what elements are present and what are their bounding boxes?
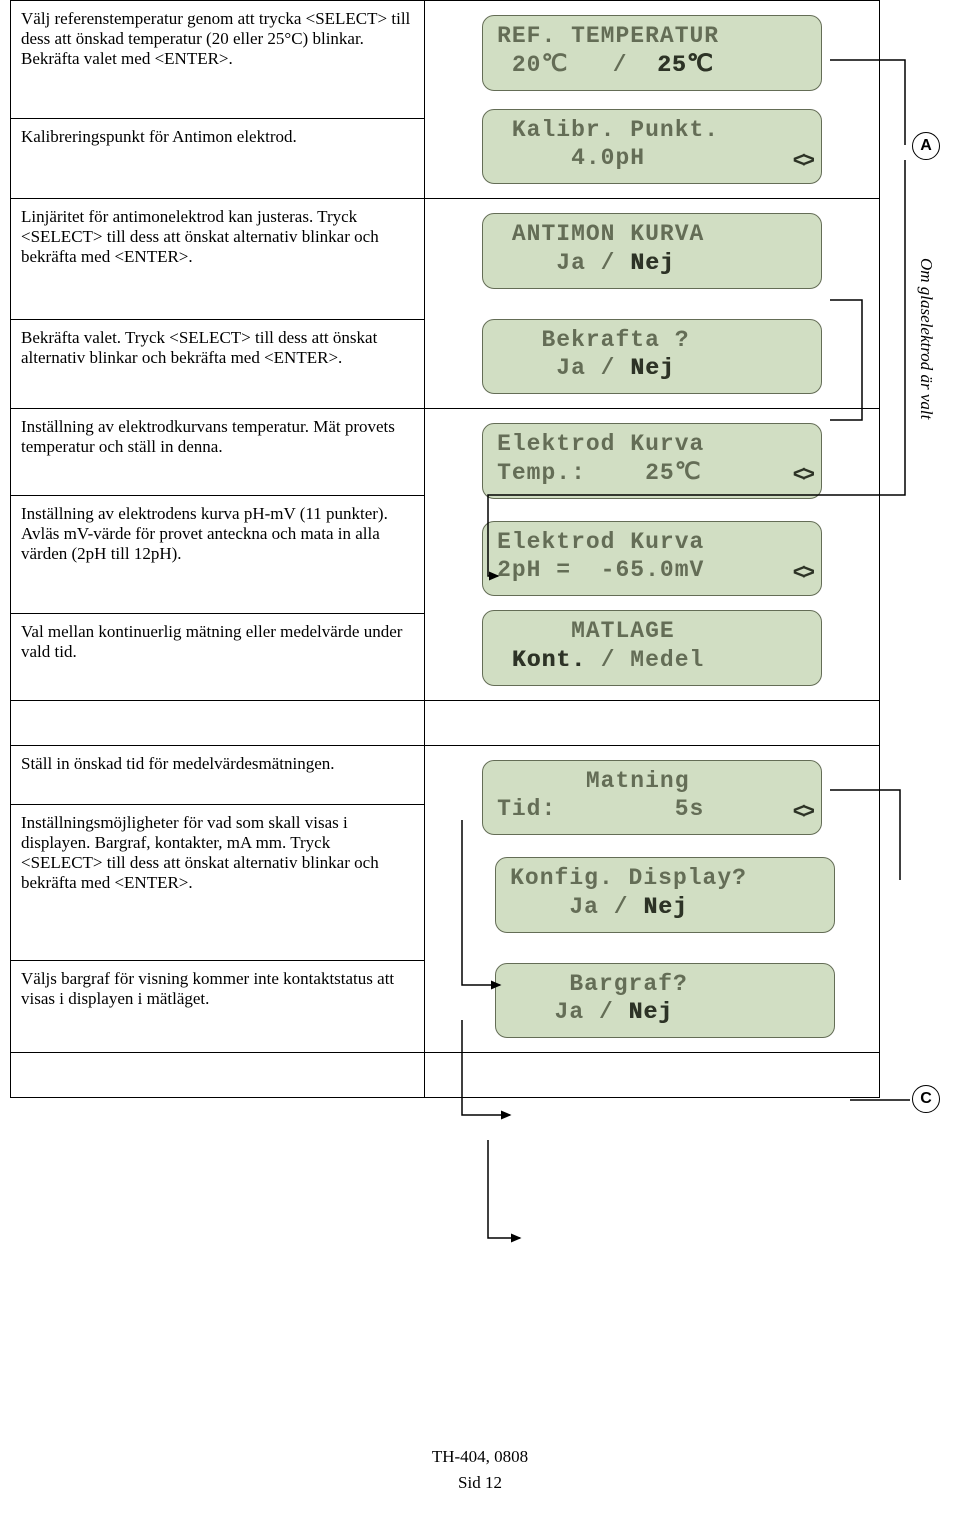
desc-row-10: Väljs bargraf för visning kommer inte ko…: [11, 961, 425, 1053]
lcd-elektrod-ph: Elektrod Kurva 2pH = -65.0mV <>: [482, 521, 822, 597]
nav-arrows-icon: <>: [793, 799, 811, 827]
lcd-ref-temp: REF. TEMPERATUR 20℃ / 25℃: [482, 15, 822, 91]
lcd-elektrod-temp: Elektrod Kurva Temp.: 25℃ <>: [482, 423, 822, 499]
lcd-matlage: MATLAGE Kont. / Medel: [482, 610, 822, 686]
lcd-antimon-kurva: ANTIMON KURVA Ja / Nej: [482, 213, 822, 289]
desc-row-3: Linjäritet för antimonelektrod kan juste…: [11, 199, 425, 320]
desc-row-4: Bekräfta valet. Tryck <SELECT> till dess…: [11, 319, 425, 408]
lcd-matning-tid: Matning Tid: 5s <>: [482, 760, 822, 836]
lcd-bekrafta: Bekrafta ? Ja / Nej: [482, 319, 822, 395]
nav-arrows-icon: <>: [793, 148, 811, 176]
page-footer: TH-404, 0808 Sid 12: [0, 1444, 960, 1495]
desc-row-9: Inställningsmöjligheter för vad som skal…: [11, 805, 425, 961]
badge-a: A: [912, 132, 940, 160]
badge-c: C: [912, 1085, 940, 1113]
lcd-konfig-display: Konfig. Display? Ja / Nej: [495, 857, 835, 933]
desc-row-5: Inställning av elektrodkurvans temperatu…: [11, 409, 425, 496]
desc-row-1: Välj referenstemperatur genom att trycka…: [11, 1, 425, 119]
lcd-kalibr-punkt: Kalibr. Punkt. 4.0pH <>: [482, 109, 822, 185]
desc-row-6: Inställning av elektrodens kurva pH-mV (…: [11, 495, 425, 613]
desc-row-7: Val mellan kontinuerlig mätning eller me…: [11, 613, 425, 700]
nav-arrows-icon: <>: [793, 462, 811, 490]
lcd-bargraf: Bargraf? Ja / Nej: [495, 963, 835, 1039]
desc-row-2: Kalibreringspunkt för Antimon elektrod.: [11, 119, 425, 199]
nav-arrows-icon: <>: [793, 560, 811, 588]
vertical-note: Om glaselektrod är valt: [916, 258, 936, 419]
desc-row-8: Ställ in önskad tid för medelvärdesmätni…: [11, 745, 425, 805]
instruction-table: Välj referenstemperatur genom att trycka…: [10, 0, 880, 1098]
